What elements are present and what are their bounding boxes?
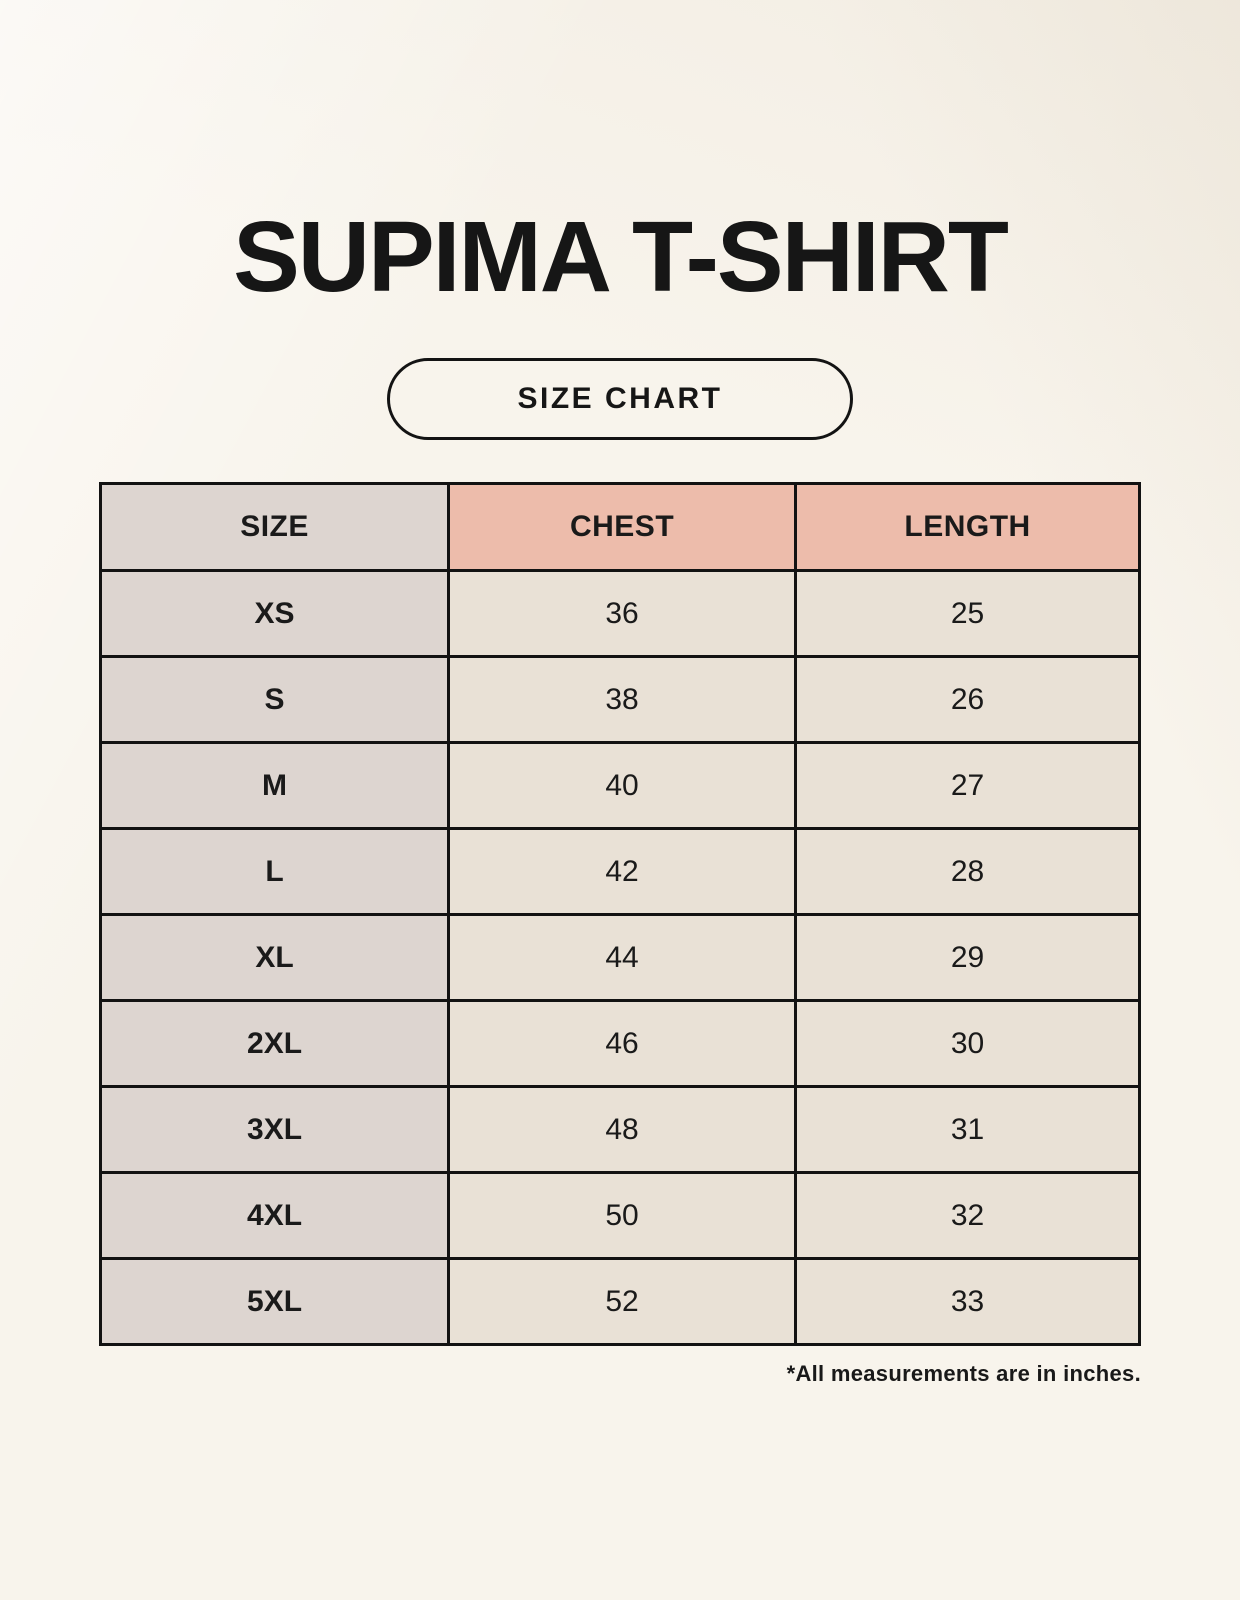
size-label-cell: L <box>98 827 451 916</box>
table-row: 2XL 46 30 <box>98 999 1141 1088</box>
column-header-size: SIZE <box>98 482 451 572</box>
measurement-note: *All measurements are in inches. <box>786 1361 1141 1386</box>
table-row: M 40 27 <box>98 741 1141 830</box>
size-label-cell: 4XL <box>98 1171 451 1260</box>
table-row: 3XL 48 31 <box>98 1085 1141 1174</box>
column-header-length: LENGTH <box>794 482 1141 572</box>
page-title: SUPIMA T-SHIRT <box>233 201 1009 313</box>
length-value-cell: 27 <box>794 741 1141 830</box>
table-row: 4XL 50 32 <box>98 1171 1141 1260</box>
chest-value-cell: 42 <box>447 827 798 916</box>
table-header-row: SIZE CHEST LENGTH <box>98 482 1141 572</box>
length-value-cell: 28 <box>794 827 1141 916</box>
length-value-cell: 26 <box>794 655 1141 744</box>
chest-value-cell: 40 <box>447 741 798 830</box>
chest-value-cell: 50 <box>447 1171 798 1260</box>
length-value-cell: 32 <box>794 1171 1141 1260</box>
length-value-cell: 25 <box>794 569 1141 658</box>
chest-value-cell: 44 <box>447 913 798 1002</box>
size-chart-badge: SIZE CHART <box>387 358 853 440</box>
table-row: XS 36 25 <box>98 569 1141 658</box>
size-label-cell: XL <box>98 913 451 1002</box>
length-value-cell: 31 <box>794 1085 1141 1174</box>
table-row: L 42 28 <box>98 827 1141 916</box>
size-label-cell: 3XL <box>98 1085 451 1174</box>
table-row: S 38 26 <box>98 655 1141 744</box>
chest-value-cell: 52 <box>447 1257 798 1346</box>
length-value-cell: 29 <box>794 913 1141 1002</box>
chest-value-cell: 48 <box>447 1085 798 1174</box>
size-chart-badge-label: SIZE CHART <box>517 382 723 415</box>
chest-value-cell: 38 <box>447 655 798 744</box>
size-label-cell: S <box>98 655 451 744</box>
size-label-cell: 2XL <box>98 999 451 1088</box>
chest-value-cell: 46 <box>447 999 798 1088</box>
size-label-cell: 5XL <box>98 1257 451 1346</box>
size-label-cell: M <box>98 741 451 830</box>
column-header-chest: CHEST <box>447 482 798 572</box>
size-label-cell: XS <box>98 569 451 658</box>
length-value-cell: 33 <box>794 1257 1141 1346</box>
table-row: 5XL 52 33 <box>98 1257 1141 1346</box>
size-chart-table: SIZE CHEST LENGTH XS 36 25 S 38 26 M <box>98 482 1141 1346</box>
chest-value-cell: 36 <box>447 569 798 658</box>
table-row: XL 44 29 <box>98 913 1141 1002</box>
length-value-cell: 30 <box>794 999 1141 1088</box>
